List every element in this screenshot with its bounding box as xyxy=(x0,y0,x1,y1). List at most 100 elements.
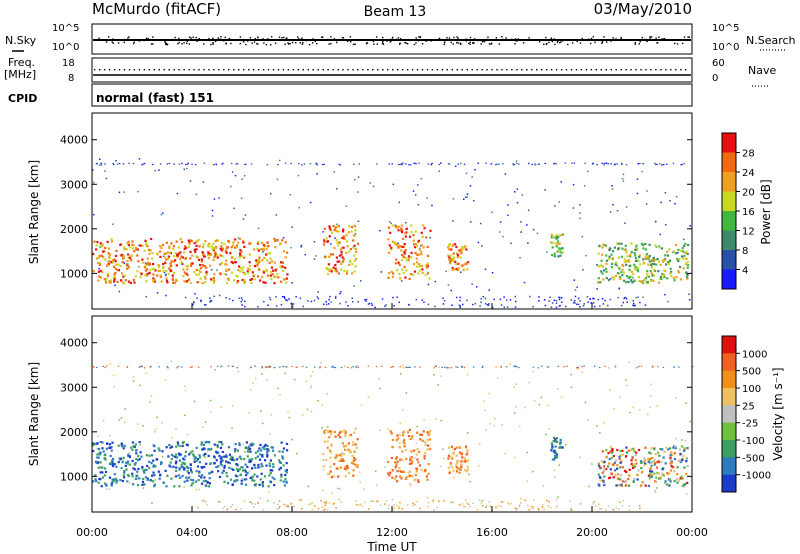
echo-cell xyxy=(172,281,175,284)
echo-cell xyxy=(654,258,657,261)
echo-cell xyxy=(127,460,130,463)
nave-point xyxy=(546,69,548,71)
echo-cell xyxy=(350,226,353,229)
echo-cell xyxy=(92,269,95,273)
echo-cell xyxy=(550,449,553,452)
speckle-cell xyxy=(619,396,621,398)
noise-point xyxy=(98,37,100,39)
noise-point xyxy=(301,43,304,45)
echo-cell xyxy=(352,459,355,462)
noise-tick-left-top: 10^5 xyxy=(52,23,79,34)
echo-cell xyxy=(463,263,466,266)
echo-cell xyxy=(202,243,205,246)
echo-cell xyxy=(122,254,125,257)
noise-point xyxy=(415,37,417,39)
echo-cell xyxy=(331,268,334,271)
echo-cell xyxy=(106,272,109,276)
speckle-cell xyxy=(113,385,116,388)
echo-cell xyxy=(628,268,631,271)
echo-cell xyxy=(112,464,115,468)
echo-cell xyxy=(180,464,183,467)
echo-cell xyxy=(345,468,348,471)
echo-cell xyxy=(457,262,460,265)
speckle-cell xyxy=(599,432,601,434)
echo-cell xyxy=(254,483,258,486)
speckle-cell xyxy=(689,225,691,227)
ground-scatter-cell xyxy=(370,302,373,305)
echo-cell xyxy=(328,269,331,272)
echo-cell xyxy=(185,443,188,446)
colorbar-tick-label: 20 xyxy=(742,188,755,199)
speckle-cell xyxy=(317,291,319,293)
speckle-cell xyxy=(262,422,264,425)
echo-cell xyxy=(220,441,223,444)
noise-point xyxy=(453,36,455,39)
echo-cell xyxy=(625,281,628,284)
echo-cell xyxy=(408,277,411,280)
echo-cell xyxy=(413,243,416,246)
echo-cell xyxy=(213,443,216,446)
nave-point xyxy=(252,69,255,71)
echo-cell xyxy=(450,248,453,251)
echo-cell xyxy=(212,249,215,252)
echo-cell xyxy=(187,239,190,242)
echo-cell xyxy=(165,252,168,255)
nave-point xyxy=(441,69,444,71)
nave-point xyxy=(560,69,563,71)
echo-line-cell xyxy=(376,163,378,165)
echo-cell xyxy=(95,244,98,247)
speckle-cell xyxy=(520,498,522,500)
speckle-cell xyxy=(675,195,678,198)
echo-cell xyxy=(274,275,277,278)
noise-point xyxy=(581,37,583,40)
ground-scatter-cell xyxy=(328,502,331,504)
echo-cell xyxy=(94,474,97,477)
speckle-cell xyxy=(661,472,663,474)
echo-cell xyxy=(619,478,622,481)
echo-cell xyxy=(227,482,230,485)
echo-cell xyxy=(124,274,127,277)
echo-line-cell xyxy=(620,162,623,164)
echo-cell xyxy=(644,256,647,259)
speckle-cell xyxy=(238,457,240,459)
echo-cell xyxy=(387,238,390,241)
echo-cell xyxy=(119,264,122,268)
noise-point xyxy=(322,36,324,38)
speckle-cell xyxy=(209,410,212,413)
echo-cell xyxy=(388,244,391,247)
echo-cell xyxy=(352,469,355,472)
echo-cell xyxy=(422,430,425,433)
ground-scatter-cell xyxy=(361,505,363,507)
echo-cell xyxy=(636,478,639,481)
nave-point xyxy=(615,69,617,71)
echo-cell xyxy=(100,254,103,257)
echo-cell xyxy=(638,279,641,283)
echo-cell xyxy=(658,246,661,249)
echo-cell xyxy=(454,243,457,246)
ground-scatter-cell xyxy=(632,304,635,306)
speckle-cell xyxy=(514,191,516,193)
ground-scatter-cell xyxy=(355,503,358,506)
echo-cell xyxy=(102,450,105,453)
echo-cell xyxy=(220,245,223,248)
noise-point xyxy=(438,37,441,40)
speckle-cell xyxy=(429,237,431,239)
echo-cell xyxy=(256,466,259,469)
echo-cell xyxy=(207,441,210,444)
echo-cell xyxy=(627,276,630,279)
ground-scatter-cell xyxy=(317,507,320,510)
echo-cell xyxy=(193,248,196,251)
nave-point xyxy=(421,69,424,71)
echo-cell xyxy=(240,479,243,482)
echo-cell xyxy=(668,447,672,450)
ground-scatter-cell xyxy=(459,296,461,299)
echo-cell xyxy=(131,448,134,451)
echo-cell xyxy=(214,251,217,254)
speckle-cell xyxy=(635,296,637,299)
speckle-cell xyxy=(683,238,685,241)
noise-point xyxy=(366,42,369,44)
nave-point xyxy=(138,69,141,71)
speckle-cell xyxy=(609,211,612,213)
echo-line-cell xyxy=(513,365,516,367)
echo-cell xyxy=(201,282,204,285)
